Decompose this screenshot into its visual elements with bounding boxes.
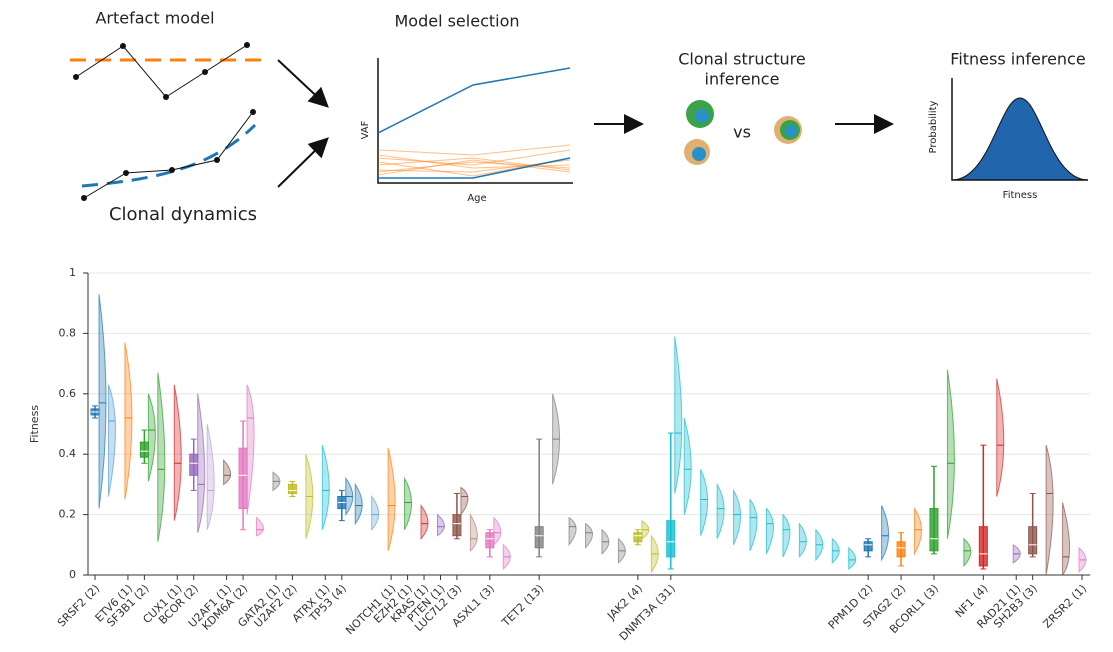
violin — [734, 490, 741, 544]
artefact-title: Artefact model — [95, 9, 214, 28]
violin — [437, 515, 444, 536]
cell-nucleus — [695, 109, 709, 123]
box — [979, 527, 987, 566]
x-tick-label: SRSF2 (2) — [55, 582, 102, 629]
y-tick-label: 0.2 — [59, 508, 77, 521]
violin — [224, 460, 231, 484]
box — [897, 542, 905, 557]
violin — [766, 509, 773, 554]
violin — [1046, 445, 1053, 575]
violin — [470, 515, 477, 551]
violin — [684, 418, 691, 515]
y-tick-label: 0.8 — [59, 326, 77, 339]
box — [486, 533, 494, 548]
box — [535, 527, 543, 548]
arrow — [278, 60, 326, 105]
cell-nucleus — [785, 125, 797, 137]
selected-line — [378, 68, 570, 133]
violin — [701, 469, 708, 535]
y-tick-label: 0 — [69, 568, 76, 581]
box — [667, 521, 675, 557]
violin — [586, 524, 593, 548]
violin — [247, 385, 254, 515]
arrow — [278, 140, 326, 187]
vaf-label: VAF — [360, 120, 371, 139]
y-tick-label: 0.6 — [59, 387, 77, 400]
violin — [849, 548, 856, 569]
gaussian — [952, 98, 1088, 180]
violin — [99, 294, 106, 508]
figure: Artefact model Clonal dynamics Model sel… — [0, 0, 1113, 648]
violin — [783, 515, 790, 557]
y-tick-label: 1 — [69, 266, 76, 279]
violin — [405, 478, 412, 529]
violin — [355, 484, 362, 523]
box — [930, 509, 938, 551]
box — [239, 448, 247, 508]
box — [453, 515, 461, 536]
violin — [494, 518, 501, 545]
box — [190, 454, 198, 475]
violin — [750, 500, 757, 551]
probability-label: Probability — [928, 100, 939, 153]
selection-lines — [378, 145, 570, 176]
violin — [997, 379, 1004, 497]
fitness-title: Fitness inference — [950, 50, 1085, 69]
violin — [675, 336, 682, 493]
x-tick-label: ZRSR2 (1) — [1041, 582, 1090, 631]
box — [288, 484, 296, 493]
dynamics-trajectory — [84, 112, 253, 198]
violin — [125, 342, 132, 499]
schematic: Artefact model Clonal dynamics Model sel… — [70, 9, 1088, 226]
structure-title: Clonal structure — [678, 50, 806, 69]
box — [634, 533, 642, 542]
dynamics-curve — [82, 125, 255, 186]
violin — [108, 385, 115, 497]
selection-title: Model selection — [394, 12, 519, 31]
structure-title: inference — [705, 70, 780, 89]
violin — [388, 448, 395, 551]
violin — [569, 518, 576, 545]
vs-label: vs — [733, 123, 751, 142]
violin — [421, 506, 428, 539]
violin — [461, 487, 468, 514]
violin — [322, 445, 329, 530]
box — [1029, 527, 1037, 554]
box — [140, 442, 148, 457]
violin — [372, 496, 379, 529]
violin — [947, 370, 954, 539]
violin — [198, 394, 205, 533]
violin — [148, 394, 155, 482]
dynamics-title: Clonal dynamics — [109, 204, 257, 225]
violin — [799, 524, 806, 557]
box — [864, 542, 872, 551]
violin — [257, 518, 264, 536]
dynamics-points — [81, 109, 256, 201]
fitness-label: Fitness — [1003, 190, 1038, 201]
y-axis-label: Fitness — [28, 405, 41, 443]
page: {"schematic": {"artefact_title": "Artefa… — [0, 0, 1113, 648]
artefact-trajectory — [76, 45, 247, 97]
age-label: Age — [467, 193, 486, 204]
violin — [1063, 503, 1070, 575]
violin — [717, 484, 724, 538]
y-tick-label: 0.4 — [59, 447, 77, 460]
violin — [882, 506, 889, 560]
violin — [915, 509, 922, 554]
cell-nucleus — [692, 147, 706, 161]
violin — [174, 385, 181, 521]
violin — [964, 539, 971, 566]
x-tick-label: TET2 (13) — [499, 582, 547, 630]
violin — [207, 424, 214, 530]
violin — [158, 373, 165, 542]
